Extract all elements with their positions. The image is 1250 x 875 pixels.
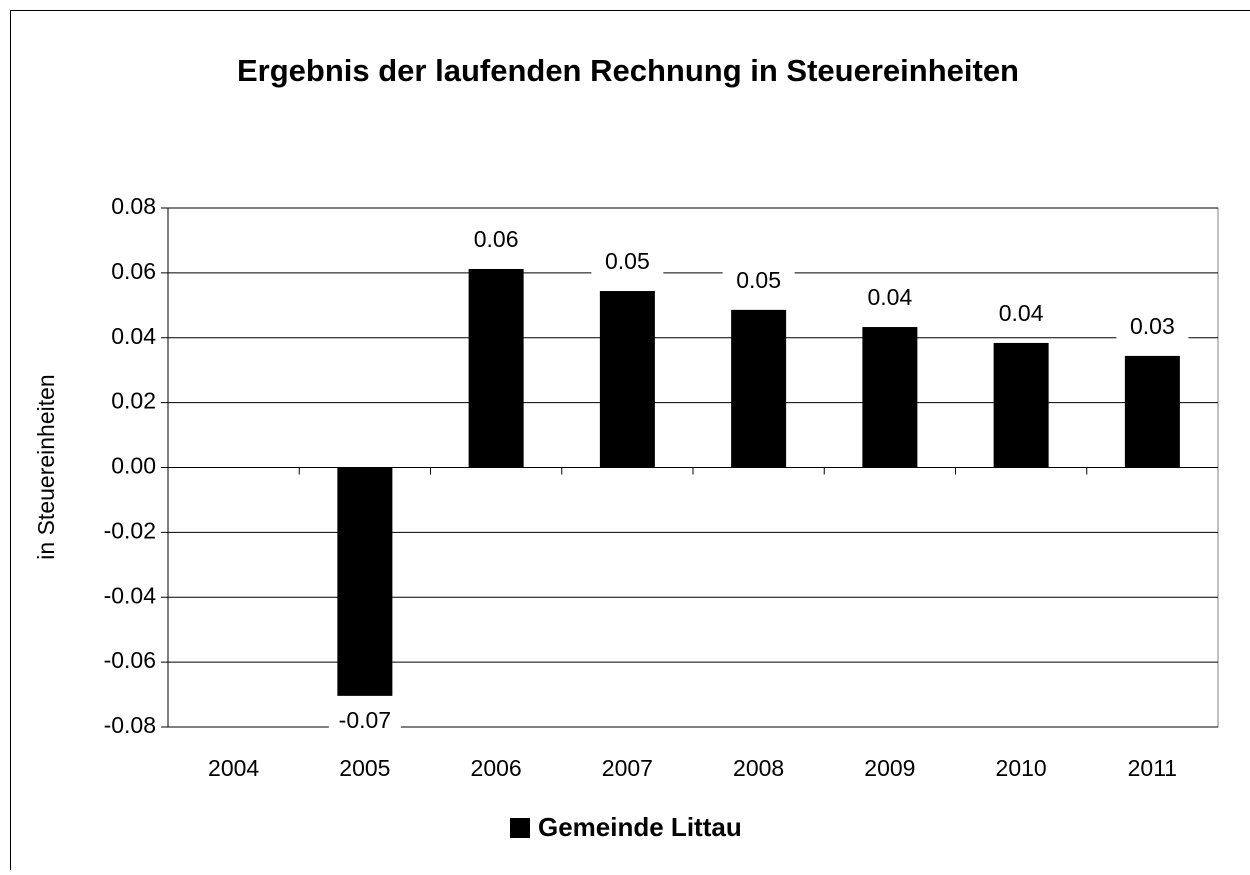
- data-label: -0.07: [339, 707, 391, 733]
- y-tick-label: 0.04: [111, 323, 156, 349]
- x-tick-label: 2007: [602, 755, 653, 781]
- data-label: 0.06: [474, 226, 519, 252]
- x-tick-label: 2009: [864, 755, 915, 781]
- chart-title: Ergebnis der laufenden Rechnung in Steue…: [237, 53, 1019, 88]
- y-axis-label: in Steuereinheiten: [33, 374, 59, 559]
- data-label: 0.05: [605, 248, 650, 274]
- data-label: 0.04: [999, 300, 1044, 326]
- bar: [731, 310, 786, 468]
- y-tick-label: -0.08: [104, 712, 156, 738]
- x-tick-label: 2005: [339, 755, 390, 781]
- bar: [469, 269, 524, 468]
- bar: [337, 468, 392, 696]
- legend-label: Gemeinde Littau: [538, 812, 742, 842]
- x-tick-label: 2004: [208, 755, 259, 781]
- y-tick-label: -0.04: [104, 582, 157, 608]
- y-tick-label: 0.00: [111, 453, 156, 479]
- bar: [862, 327, 917, 467]
- x-tick-label: 2008: [733, 755, 784, 781]
- y-tick-label: 0.08: [111, 193, 156, 219]
- x-tick-label: 2010: [996, 755, 1047, 781]
- y-tick-label: -0.06: [104, 647, 156, 673]
- data-label: 0.05: [736, 267, 781, 293]
- data-label: 0.04: [867, 284, 912, 310]
- y-tick-label: -0.02: [104, 517, 156, 543]
- bar: [994, 343, 1049, 468]
- x-tick-label: 2006: [471, 755, 522, 781]
- y-tick-label: 0.02: [111, 388, 156, 414]
- x-tick-label: 2011: [1128, 755, 1177, 781]
- y-tick-label: 0.06: [111, 258, 156, 284]
- data-label: 0.03: [1130, 313, 1175, 339]
- bar: [600, 291, 655, 467]
- legend-swatch: [510, 818, 530, 838]
- bar: [1125, 356, 1180, 468]
